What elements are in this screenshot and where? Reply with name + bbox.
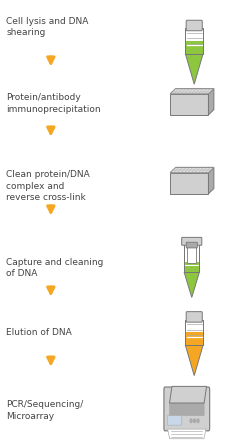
Text: Clean protein/DNA
complex and
reverse cross-link: Clean protein/DNA complex and reverse cr… — [6, 170, 90, 202]
Text: Protein/antibody
immunoprecipitation: Protein/antibody immunoprecipitation — [6, 93, 101, 114]
FancyBboxPatch shape — [164, 387, 210, 431]
Circle shape — [190, 419, 192, 422]
Text: Elution of DNA: Elution of DNA — [6, 328, 72, 337]
Circle shape — [197, 419, 199, 422]
Bar — [187, 247, 196, 263]
Polygon shape — [184, 272, 200, 297]
Polygon shape — [208, 89, 214, 115]
Bar — [185, 320, 203, 345]
Circle shape — [194, 419, 196, 422]
FancyBboxPatch shape — [186, 242, 197, 248]
Bar — [184, 262, 200, 272]
Polygon shape — [170, 173, 208, 194]
FancyBboxPatch shape — [182, 237, 202, 245]
FancyBboxPatch shape — [168, 415, 182, 425]
Text: PCR/Sequencing/
Microarray: PCR/Sequencing/ Microarray — [6, 400, 84, 421]
FancyBboxPatch shape — [186, 20, 202, 31]
Polygon shape — [170, 94, 208, 115]
Polygon shape — [170, 89, 214, 94]
Polygon shape — [185, 53, 203, 84]
Polygon shape — [168, 429, 206, 439]
Bar — [185, 28, 203, 53]
Polygon shape — [208, 168, 214, 194]
Text: Cell lysis and DNA
shearing: Cell lysis and DNA shearing — [6, 17, 89, 37]
FancyBboxPatch shape — [186, 312, 202, 322]
FancyBboxPatch shape — [170, 402, 204, 416]
Bar — [184, 243, 200, 272]
Bar — [184, 243, 200, 272]
Polygon shape — [185, 345, 203, 376]
Bar — [185, 41, 203, 53]
Polygon shape — [170, 386, 206, 403]
Bar — [185, 320, 203, 345]
Bar — [185, 28, 203, 53]
Bar — [185, 332, 203, 345]
Polygon shape — [170, 168, 214, 173]
Text: Capture and cleaning
of DNA: Capture and cleaning of DNA — [6, 258, 104, 278]
